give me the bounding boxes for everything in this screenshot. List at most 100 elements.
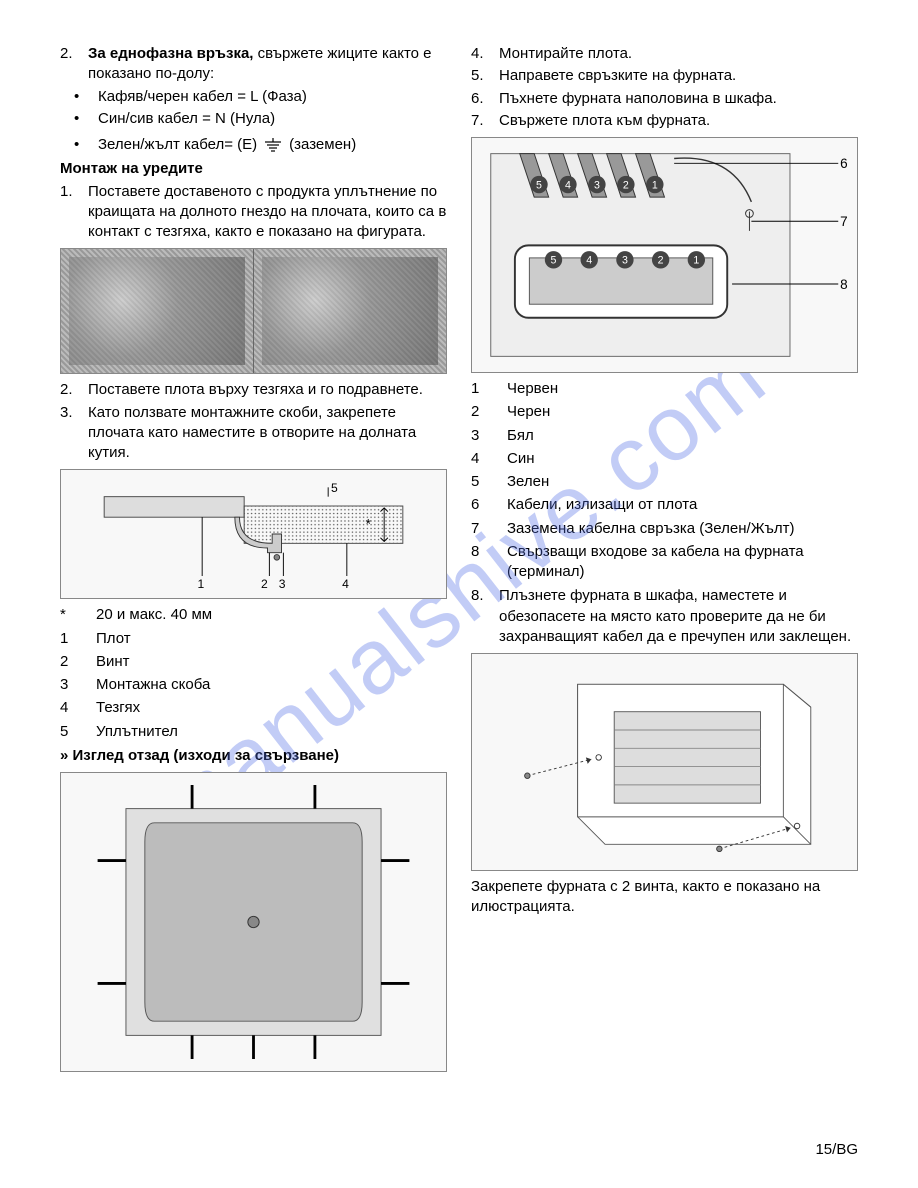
lt: Заземена кабелна свръзка (Зелен/Жълт) <box>507 519 858 539</box>
list-item: 2. Поставете плота върху тезгяха и го по… <box>60 380 447 400</box>
list-item: 1. Поставете доставеното с продукта уплъ… <box>60 182 447 243</box>
lbl-3: 3 <box>279 577 286 590</box>
bullet-dot: • <box>74 135 98 155</box>
bullet-dot: • <box>74 87 98 107</box>
item-number: 5. <box>471 66 499 86</box>
lt: Син <box>507 449 858 469</box>
ln: 1 <box>471 379 507 399</box>
bullet-item: • Зелен/жълт кабел= (E) (заземен) <box>60 135 447 155</box>
ln: 3 <box>60 675 96 695</box>
list-item: 8. Плъзнете фурната в шкафа, наместете и… <box>471 586 858 647</box>
legend-row: 8Свързващи входове за кабела на фурната … <box>471 542 858 583</box>
lbl-1: 1 <box>198 577 205 590</box>
legend-row: 2Черен <box>471 402 858 422</box>
svg-text:1: 1 <box>693 255 699 267</box>
item-text: Поставете доставеното с продукта уплътне… <box>88 182 447 243</box>
item-number: 7. <box>471 111 499 131</box>
terminal-diagram: 5 4 3 2 1 5 4 3 2 1 <box>471 137 858 373</box>
rear-view-figure <box>60 772 447 1072</box>
list-item: 2. За еднофазна връзка, свържете жиците … <box>60 44 447 85</box>
lbl-5: 5 <box>331 481 338 495</box>
callout-6: 6 <box>840 156 848 171</box>
left-column: 2. За еднофазна връзка, свържете жиците … <box>60 44 447 1078</box>
lt: 20 и макс. 40 мм <box>96 605 447 625</box>
svg-text:2: 2 <box>658 255 664 267</box>
item-number: 8. <box>471 586 499 647</box>
list-item: 6.Пъхнете фурната наполовина в шкафа. <box>471 89 858 109</box>
item-number: 2. <box>60 44 88 85</box>
item-text: Свържете плота към фурната. <box>499 111 858 131</box>
section-heading: » Изглед отзад (изходи за свързване) <box>60 746 447 766</box>
two-column-layout: 2. За еднофазна връзка, свържете жиците … <box>60 44 858 1078</box>
lt: Зелен <box>507 472 858 492</box>
svg-text:3: 3 <box>622 255 628 267</box>
bullet-dot: • <box>74 109 98 129</box>
ln: 5 <box>60 722 96 742</box>
ln: 6 <box>471 495 507 515</box>
bracket-diagram: 5 1 2 3 4 * <box>60 469 447 599</box>
bullet-item: • Кафяв/черен кабел = L (Фаза) <box>60 87 447 107</box>
svg-text:5: 5 <box>551 255 557 267</box>
ln: 3 <box>471 426 507 446</box>
legend-row: *20 и макс. 40 мм <box>60 605 447 625</box>
lbl-star: * <box>366 516 372 532</box>
b3-post: (заземен) <box>289 135 356 155</box>
legend-row: 5Уплътнител <box>60 722 447 742</box>
item-text: Плъзнете фурната в шкафа, наместете и об… <box>499 586 858 647</box>
item-text: Направете свръзките на фурната. <box>499 66 858 86</box>
photo-left <box>61 249 253 373</box>
caption: Закрепете фурната с 2 винта, както е пок… <box>471 877 858 918</box>
item-number: 1. <box>60 182 88 243</box>
svg-text:4: 4 <box>565 179 571 191</box>
ln: 4 <box>471 449 507 469</box>
lt: Свързващи входове за кабела на фурната (… <box>507 542 858 583</box>
lt: Черен <box>507 402 858 422</box>
photo-right <box>253 249 446 373</box>
item-text: Като ползвате монтажните скоби, закрепет… <box>88 403 447 464</box>
bullet-item: • Син/сив кабел = N (Нула) <box>60 109 447 129</box>
legend-row: 1Плот <box>60 629 447 649</box>
section-heading: Монтаж на уредите <box>60 159 447 179</box>
legend-row: 5Зелен <box>471 472 858 492</box>
legend-row: 1Червен <box>471 379 858 399</box>
right-column: 4.Монтирайте плота. 5.Направете свръзкит… <box>471 44 858 1078</box>
svg-text:4: 4 <box>586 255 592 267</box>
item-number: 3. <box>60 403 88 464</box>
ln: 2 <box>471 402 507 422</box>
ln: 7 <box>471 519 507 539</box>
page-number: 15/BG <box>815 1140 858 1160</box>
item-number: 4. <box>471 44 499 64</box>
legend-row: 6Кабели, излизащи от плота <box>471 495 858 515</box>
callout-8: 8 <box>840 277 848 292</box>
legend-row: 3Монтажна скоба <box>60 675 447 695</box>
ln: 8 <box>471 542 507 583</box>
bullet-text: Син/сив кабел = N (Нула) <box>98 109 447 129</box>
item-text: Монтирайте плота. <box>499 44 858 64</box>
legend-1: *20 и макс. 40 мм 1Плот 2Винт 3Монтажна … <box>60 605 447 742</box>
lt: Винт <box>96 652 447 672</box>
lt: Уплътнител <box>96 722 447 742</box>
legend-row: 7Заземена кабелна свръзка (Зелен/Жълт) <box>471 519 858 539</box>
lbl-4: 4 <box>342 577 349 590</box>
legend-2: 1Червен 2Черен 3Бял 4Син 5Зелен 6Кабели,… <box>471 379 858 582</box>
legend-row: 4Син <box>471 449 858 469</box>
lt: Бял <box>507 426 858 446</box>
legend-row: 2Винт <box>60 652 447 672</box>
lt: Монтажна скоба <box>96 675 447 695</box>
svg-text:5: 5 <box>536 179 542 191</box>
list-item: 4.Монтирайте плота. <box>471 44 858 64</box>
b3-pre: Зелен/жълт кабел= (E) <box>98 135 257 155</box>
callout-7: 7 <box>840 214 848 229</box>
seal-photo-figure <box>60 248 447 374</box>
svg-text:3: 3 <box>594 179 600 191</box>
ln: 4 <box>60 698 96 718</box>
svg-text:1: 1 <box>652 179 658 191</box>
list-item: 3. Като ползвате монтажните скоби, закре… <box>60 403 447 464</box>
item-number: 6. <box>471 89 499 109</box>
lt: Кабели, излизащи от плота <box>507 495 858 515</box>
list-item: 7.Свържете плота към фурната. <box>471 111 858 131</box>
svg-text:2: 2 <box>623 179 629 191</box>
bullet-text: Кафяв/черен кабел = L (Фаза) <box>98 87 447 107</box>
item-text: За еднофазна връзка, свържете жиците как… <box>88 44 447 85</box>
legend-row: 4Тезгях <box>60 698 447 718</box>
